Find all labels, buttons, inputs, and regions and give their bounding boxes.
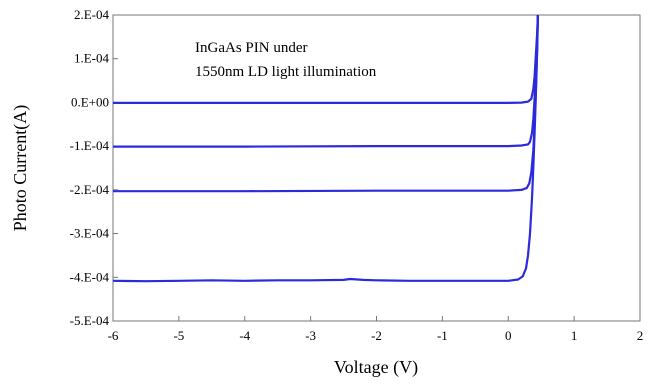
iv-series-line-1 (113, 14, 539, 105)
annotation-line-2: 1550nm LD light illumination (195, 64, 377, 80)
y-tick-label: 0.E+00 (71, 94, 109, 109)
plot-frame (112, 14, 641, 322)
y-tick-label: -3.E-04 (70, 226, 110, 241)
y-axis: 2.E-04 1.E-04 0.E+00 -1.E-04 -2.E-04 -3.E-04 -… (70, 7, 118, 328)
x-tick-label: -2 (371, 328, 382, 343)
y-axis-title: Photo Current(A) (10, 105, 31, 231)
x-tick-label: -3 (305, 328, 316, 343)
y-tick-label: -5.E-04 (70, 313, 110, 328)
y-tick-label: -2.E-04 (70, 182, 110, 197)
x-tick-label: 2 (637, 328, 644, 343)
y-tick-label: 2.E-04 (74, 7, 110, 22)
x-tick-label: -5 (173, 328, 184, 343)
annotation-line-1: InGaAs PIN under (195, 40, 307, 56)
iv-series-line-4 (112, 14, 539, 283)
y-tick-label: -4.E-04 (70, 269, 110, 284)
x-tick-label: -6 (108, 328, 119, 343)
iv-series-line-2 (113, 14, 539, 148)
x-tick-label: 0 (505, 328, 512, 343)
x-tick-label: -4 (239, 328, 250, 343)
x-axis-title: Voltage (V) (334, 357, 418, 378)
y-tick-label: 1.E-04 (74, 51, 110, 66)
x-tick-label: -1 (437, 328, 448, 343)
x-axis: -6 -5 -4 -3 -2 -1 0 1 2 (108, 316, 644, 343)
x-tick-label: 1 (571, 328, 578, 343)
y-tick-label: -1.E-04 (70, 138, 110, 153)
series-group (112, 14, 539, 283)
